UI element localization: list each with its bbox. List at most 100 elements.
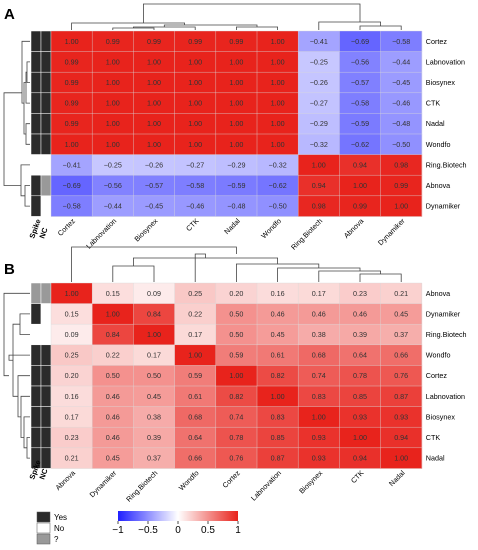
cell-value-label: 0.39 — [353, 330, 367, 339]
cell-value-label: 1.00 — [229, 119, 243, 128]
colorbar-tick-label: 0 — [175, 525, 181, 536]
heatmap-cell — [133, 344, 175, 366]
heatmap-cell — [92, 154, 134, 176]
heatmap-cell — [257, 406, 299, 428]
cell-value-label: 0.76 — [229, 454, 243, 463]
heatmap-cell — [174, 195, 217, 217]
column-label: Labnovation — [84, 216, 118, 250]
cell-value-label: −0.26 — [310, 78, 328, 87]
cell-value-label: 1.00 — [271, 119, 285, 128]
annotation-cell-spike — [30, 154, 42, 176]
column-label: Dynamiker — [88, 468, 119, 499]
heatmap-cell — [380, 51, 423, 73]
annotation-cell-nc — [40, 51, 52, 73]
cell-value-label: 0.59 — [188, 371, 202, 380]
heatmap-cell — [51, 51, 93, 73]
cell-value-label: 0.99 — [353, 202, 367, 211]
heatmap-cell — [92, 92, 134, 114]
heatmap-cell — [298, 31, 340, 52]
heatmap-cell — [92, 386, 134, 407]
row-label: Labnovation — [426, 57, 465, 66]
cell-value-label: 1.00 — [65, 289, 79, 298]
heatmap-cell — [51, 154, 93, 176]
cell-value-label: −0.25 — [104, 160, 122, 169]
heatmap-cell — [298, 365, 340, 387]
cell-value-label: −0.50 — [392, 140, 410, 149]
cell-value-label: −0.57 — [351, 78, 369, 87]
cell-value-label: 1.00 — [229, 371, 243, 380]
heatmap-cell — [298, 406, 340, 428]
cell-value-label: 0.66 — [188, 454, 202, 463]
column-label: Cortez — [220, 468, 242, 490]
heatmap-cell — [257, 154, 299, 176]
heatmap-cell — [339, 365, 381, 387]
cell-value-label: −0.46 — [392, 99, 410, 108]
heatmap-cell — [380, 113, 423, 135]
heatmap-cell — [51, 175, 93, 197]
heatmap-cell — [257, 92, 299, 114]
heatmap-cell — [339, 113, 381, 135]
heatmap-cell — [339, 31, 381, 52]
column-label: Biosynex — [297, 468, 324, 495]
cell-value-label: 0.87 — [394, 392, 408, 401]
annot-title-nc-b: NC — [37, 467, 49, 481]
cell-value-label: 0.50 — [229, 330, 243, 339]
cell-value-label: 0.99 — [229, 37, 243, 46]
heatmap-cell — [215, 134, 258, 155]
cell-value-label: 0.99 — [65, 78, 79, 87]
heatmap-cell — [298, 447, 340, 469]
heatmap-cell — [215, 72, 258, 94]
heatmap-cell — [92, 303, 134, 325]
heatmap-cell — [298, 386, 340, 407]
cell-value-label: −0.56 — [351, 57, 369, 66]
heatmap-cell — [92, 113, 134, 135]
row-label: Abnova — [426, 181, 450, 190]
cell-value-label: −0.45 — [392, 78, 410, 87]
cell-value-label: 0.93 — [312, 433, 326, 442]
cell-value-label: −0.58 — [351, 99, 369, 108]
cell-value-label: 1.00 — [271, 37, 285, 46]
cell-value-label: −0.27 — [310, 99, 328, 108]
cell-value-label: 0.46 — [106, 412, 120, 421]
heatmap-cell — [298, 154, 340, 176]
column-label: Labnovation — [249, 468, 283, 502]
cell-value-label: −0.50 — [269, 202, 287, 211]
cell-value-label: 0.84 — [106, 330, 120, 339]
cell-value-label: 0.99 — [65, 57, 79, 66]
heatmap-cell — [215, 303, 258, 325]
heatmap-cell — [380, 324, 423, 346]
heatmap-cell — [298, 92, 340, 114]
heatmap-cell — [174, 386, 217, 407]
heatmap-cell — [133, 113, 175, 135]
heatmap-cell — [257, 303, 299, 325]
heatmap-cell — [174, 72, 217, 94]
heatmap-cell — [133, 51, 175, 73]
cell-value-label: 0.82 — [271, 371, 285, 380]
cell-value-label: 1.00 — [229, 57, 243, 66]
annotation-strip-a — [30, 30, 52, 217]
row-labels-b: Abnova Dynamiker Ring.Biotech Wondfo Cortez L… — [426, 289, 467, 463]
dendrogram-top-a — [71, 3, 402, 30]
heatmap-cell — [133, 175, 175, 197]
heatmap-cell — [380, 427, 423, 449]
row-label: CTK — [426, 99, 441, 108]
legend-swatch-yes — [36, 511, 51, 523]
heatmap-cell — [92, 31, 134, 52]
row-label: Wondfo — [426, 140, 451, 149]
row-label: Wondfo — [426, 351, 451, 360]
cell-value-label: −0.58 — [186, 181, 204, 190]
annotation-cell-spike — [30, 71, 42, 94]
cell-value-label: 1.00 — [394, 202, 408, 211]
cell-value-label: 1.00 — [106, 78, 120, 87]
cell-value-label: 0.23 — [353, 289, 367, 298]
heatmap-cell — [380, 344, 423, 366]
cell-value-label: 1.00 — [353, 181, 367, 190]
annotation-cell-spike — [30, 51, 42, 73]
heatmap-cell — [257, 324, 299, 346]
annotation-cell-nc — [40, 344, 52, 366]
heatmap-cell — [51, 324, 93, 346]
annotation-cell-spike — [30, 195, 42, 217]
cell-value-label: −0.56 — [104, 181, 122, 190]
cell-value-label: 0.45 — [106, 454, 120, 463]
heatmap-cell — [215, 427, 258, 449]
